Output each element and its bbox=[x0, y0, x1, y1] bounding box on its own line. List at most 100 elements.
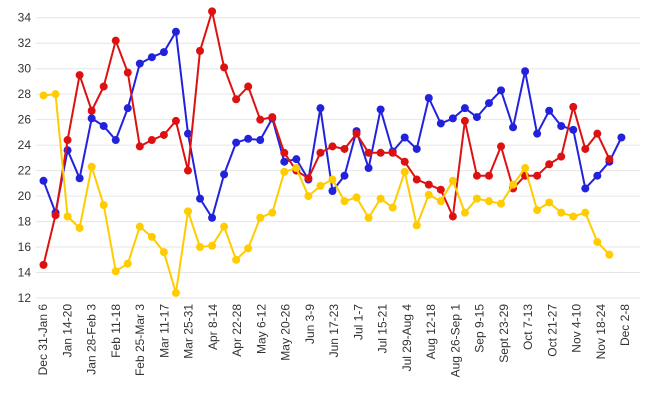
data-point bbox=[376, 194, 385, 203]
x-tick-label: Mar 11-17 bbox=[157, 304, 171, 358]
data-point bbox=[159, 48, 168, 57]
x-tick-label: Dec 31-Jan 6 bbox=[36, 304, 50, 376]
data-point bbox=[412, 175, 421, 184]
data-point bbox=[183, 129, 192, 138]
data-point bbox=[208, 7, 217, 16]
data-point bbox=[220, 63, 229, 72]
data-point bbox=[232, 95, 241, 104]
data-point bbox=[135, 59, 144, 68]
data-point bbox=[232, 138, 241, 147]
data-point bbox=[292, 164, 301, 173]
x-axis-tick-labels: Dec 31-Jan 6 Jan 14-20 Jan 28-Feb 3 Feb 11-… bbox=[36, 304, 632, 378]
data-point bbox=[87, 106, 96, 115]
data-point bbox=[581, 144, 590, 153]
data-point bbox=[460, 208, 469, 217]
data-point bbox=[75, 223, 84, 232]
data-point bbox=[39, 176, 48, 185]
data-point bbox=[111, 136, 120, 145]
data-point bbox=[135, 222, 144, 231]
y-tick-label: 16 bbox=[18, 240, 32, 254]
data-point bbox=[569, 125, 578, 134]
data-point bbox=[123, 104, 132, 113]
y-tick-label: 28 bbox=[18, 87, 32, 101]
x-tick-label: Mar 25-31 bbox=[182, 304, 196, 359]
x-tick-label: Sept 23-29 bbox=[497, 304, 511, 363]
data-point bbox=[424, 190, 433, 199]
data-point bbox=[581, 184, 590, 193]
data-point bbox=[244, 134, 253, 143]
x-tick-label: Feb 11-18 bbox=[109, 304, 123, 358]
x-tick-label: Jul 1-7 bbox=[351, 304, 365, 340]
data-point bbox=[388, 148, 397, 157]
data-point bbox=[376, 148, 385, 157]
data-point bbox=[509, 180, 518, 189]
x-tick-label: May 20-26 bbox=[279, 304, 293, 361]
data-point bbox=[196, 46, 205, 55]
data-point bbox=[436, 197, 445, 206]
data-point bbox=[340, 144, 349, 153]
data-point bbox=[605, 250, 614, 259]
data-point bbox=[533, 171, 542, 180]
x-tick-label: Oct 21-27 bbox=[545, 304, 559, 357]
data-point bbox=[388, 203, 397, 212]
data-point bbox=[51, 211, 60, 220]
data-point bbox=[593, 171, 602, 180]
data-point bbox=[545, 198, 554, 207]
x-tick-label: Jan 28-Feb 3 bbox=[85, 304, 99, 375]
data-point bbox=[220, 170, 229, 179]
x-tick-label: Apr 22-28 bbox=[230, 304, 244, 357]
data-point bbox=[171, 27, 180, 36]
data-point bbox=[364, 213, 373, 222]
x-tick-label: Jul 15-21 bbox=[376, 304, 390, 354]
data-point bbox=[328, 175, 337, 184]
grid-lines bbox=[36, 17, 640, 299]
y-tick-label: 12 bbox=[18, 291, 32, 305]
y-tick-label: 18 bbox=[18, 215, 32, 229]
data-point bbox=[545, 106, 554, 115]
x-tick-label: Nov 18-24 bbox=[594, 304, 608, 360]
data-point bbox=[183, 166, 192, 175]
data-point bbox=[521, 67, 530, 76]
data-point bbox=[171, 116, 180, 125]
data-point bbox=[280, 167, 289, 176]
data-point bbox=[280, 157, 289, 166]
data-point bbox=[75, 174, 84, 183]
data-point bbox=[352, 193, 361, 202]
data-point bbox=[111, 267, 120, 276]
data-point bbox=[484, 171, 493, 180]
data-point bbox=[87, 114, 96, 123]
data-point bbox=[557, 152, 566, 161]
data-point bbox=[316, 148, 325, 157]
data-point bbox=[497, 199, 506, 208]
y-tick-label: 26 bbox=[18, 113, 32, 127]
data-point bbox=[557, 208, 566, 217]
data-point bbox=[460, 116, 469, 125]
data-point bbox=[484, 197, 493, 206]
data-point bbox=[256, 213, 265, 222]
data-point bbox=[593, 237, 602, 246]
y-axis-tick-labels: 12 14 16 18 20 22 24 26 28 30 32 34 bbox=[18, 11, 32, 305]
x-tick-label: Aug 26-Sep 1 bbox=[448, 304, 462, 378]
series-line bbox=[42, 10, 611, 266]
data-point bbox=[472, 194, 481, 203]
data-point bbox=[557, 122, 566, 131]
data-point bbox=[533, 129, 542, 138]
data-point bbox=[340, 171, 349, 180]
data-point bbox=[99, 201, 108, 210]
data-point bbox=[376, 105, 385, 114]
x-tick-label: Aug 12-18 bbox=[424, 304, 438, 360]
data-point bbox=[159, 248, 168, 257]
x-tick-label: Dec 2-8 bbox=[618, 304, 632, 346]
data-point bbox=[51, 90, 60, 99]
data-point bbox=[472, 171, 481, 180]
data-point bbox=[304, 174, 313, 183]
data-point bbox=[196, 243, 205, 252]
x-tick-label: Jul 29-Aug 4 bbox=[400, 304, 414, 372]
data-point bbox=[268, 208, 277, 217]
data-point bbox=[111, 36, 120, 45]
data-point bbox=[328, 142, 337, 151]
data-point bbox=[304, 192, 313, 201]
data-point bbox=[280, 148, 289, 157]
data-point bbox=[617, 133, 626, 142]
data-point bbox=[208, 241, 217, 250]
